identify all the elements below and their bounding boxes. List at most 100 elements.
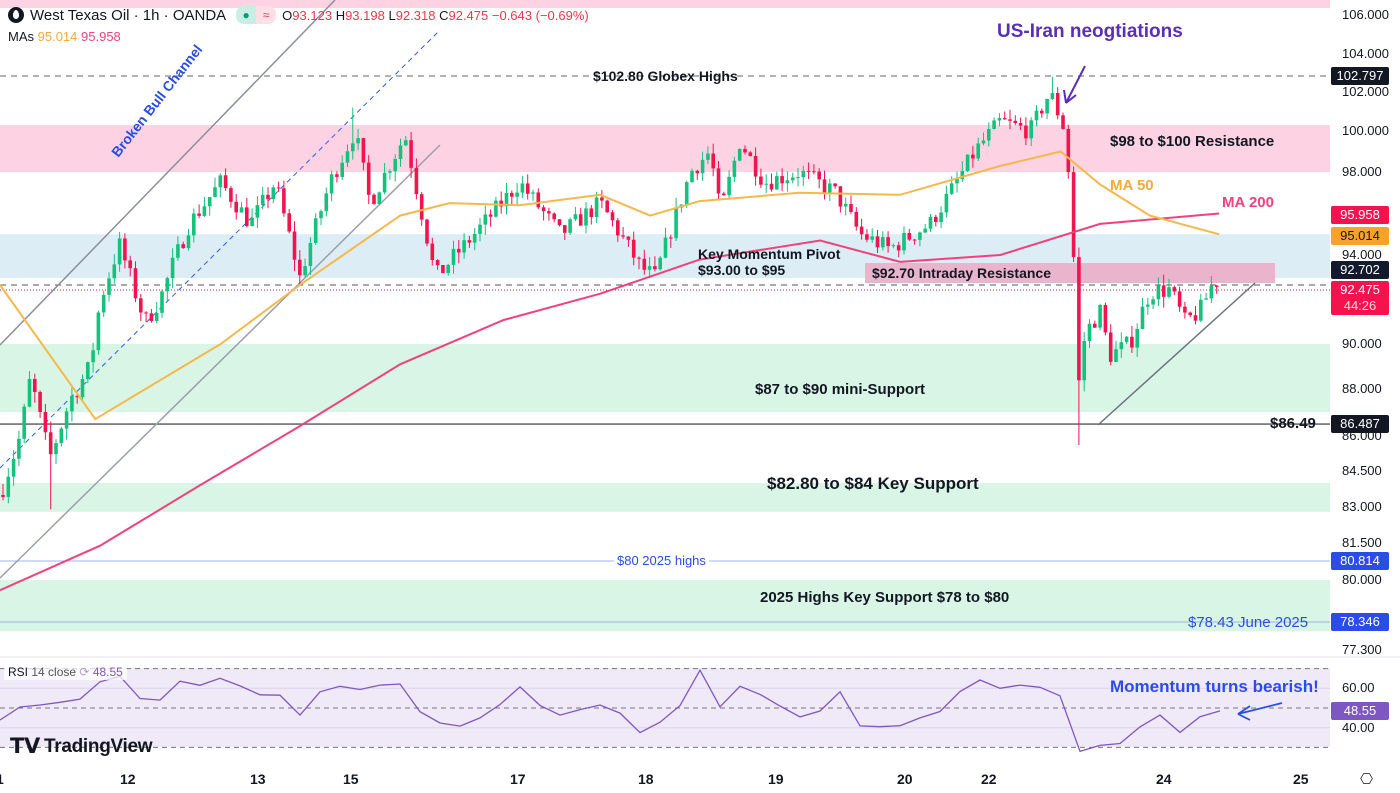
candle-body xyxy=(552,213,556,220)
time-tick: 15 xyxy=(343,771,359,787)
candle-body xyxy=(748,152,753,156)
ohlc-values: O93.123 H93.198 L92.318 C92.475 −0.643 (… xyxy=(282,7,589,23)
countdown-badge: 44:26 xyxy=(1331,297,1389,315)
candle-body xyxy=(631,239,636,258)
candle-body xyxy=(886,237,890,247)
candle-body xyxy=(292,231,297,260)
intraday-resistance-label: $92.70 Intraday Resistance xyxy=(872,265,1051,281)
candle-body xyxy=(700,159,705,174)
us-iran-annotation: US-Iran neogtiations xyxy=(997,21,1183,42)
price-tick: 94.000 xyxy=(1342,247,1382,262)
time-tick: 17 xyxy=(510,771,526,787)
settings-icon[interactable]: ⎔ xyxy=(1360,771,1374,788)
candle-body xyxy=(1209,285,1214,299)
candle-body xyxy=(833,183,837,187)
candle-body xyxy=(854,211,859,227)
price-tick: 80.000 xyxy=(1342,572,1382,587)
candle-body xyxy=(992,120,996,130)
price-badge-ma200: 95.958 xyxy=(1331,206,1389,224)
candle-body xyxy=(1050,93,1055,100)
price-badge-intraday: 92.702 xyxy=(1331,261,1389,279)
candle-body xyxy=(658,257,662,270)
candle-body xyxy=(245,207,249,227)
candle-body xyxy=(674,207,678,239)
candle-body xyxy=(298,259,302,276)
resistance-label: $98 to $100 Resistance xyxy=(1110,133,1275,150)
rsi-legend[interactable]: RSI 14 close ⟳ 48.55 xyxy=(4,664,127,680)
channel-lower-line xyxy=(0,144,441,579)
candle-body xyxy=(1082,341,1086,381)
intraday-resistance-box xyxy=(865,263,1275,283)
candle-body xyxy=(1034,110,1039,121)
candle-body xyxy=(928,216,933,229)
candle-body xyxy=(6,476,11,497)
candle-body xyxy=(907,232,912,240)
candle-body xyxy=(48,432,53,455)
candle-body xyxy=(462,240,466,253)
candle-body xyxy=(96,312,101,351)
candle-body xyxy=(123,238,127,261)
price-tick: 106.000 xyxy=(1342,7,1389,22)
candle-body xyxy=(356,138,360,144)
candle-body xyxy=(987,129,991,141)
candle-body xyxy=(711,153,715,169)
candle-body xyxy=(1214,285,1219,287)
candle-body xyxy=(997,118,1002,121)
candle-body xyxy=(86,362,90,380)
candle-body xyxy=(822,179,827,193)
candle-body xyxy=(1188,312,1192,316)
candle-body xyxy=(944,193,949,213)
candle-body xyxy=(313,218,318,243)
ma-legend[interactable]: MAs 95.014 95.958 xyxy=(8,29,121,44)
time-tick: 20 xyxy=(897,771,913,787)
candle-body xyxy=(260,194,265,206)
candle-body xyxy=(133,268,138,299)
price-tick: 77.300 xyxy=(1342,642,1382,657)
candle-body xyxy=(1103,304,1108,333)
candle-body xyxy=(112,264,117,279)
candle-body xyxy=(600,197,604,201)
candle-body xyxy=(971,154,975,159)
candle-body xyxy=(520,183,525,193)
candle-body xyxy=(955,179,959,184)
candle-body xyxy=(1204,298,1208,300)
candle-body xyxy=(1066,128,1071,173)
symbol-title[interactable]: West Texas Oil · 1h · OANDA xyxy=(30,6,227,24)
symbol-header: West Texas Oil · 1h · OANDA ● ≈ O93.123 H… xyxy=(8,6,589,24)
candle-body xyxy=(525,183,530,194)
price-tick: 100.000 xyxy=(1342,123,1389,138)
price-tick: 102.000 xyxy=(1342,84,1389,99)
candle-body xyxy=(377,192,382,205)
delay-icon: ≈ xyxy=(256,6,277,24)
candle-body xyxy=(1156,285,1161,300)
candle-body xyxy=(435,260,440,266)
candle-body xyxy=(388,171,392,173)
price-tick: 81.500 xyxy=(1342,535,1382,550)
tradingview-logo: 𝗧𝗩 TradingView xyxy=(10,735,153,758)
candle-body xyxy=(578,214,583,226)
candle-body xyxy=(59,428,64,444)
candle-body xyxy=(1018,123,1023,126)
candle-body xyxy=(160,291,164,313)
candle-body xyxy=(1146,304,1150,307)
top-resistance-zone xyxy=(0,0,1330,8)
status-pill[interactable]: ● ≈ xyxy=(236,6,277,24)
candle-body xyxy=(1177,291,1182,307)
candle-body xyxy=(1008,119,1012,121)
candle-body xyxy=(891,245,896,247)
candle-body xyxy=(1119,342,1124,350)
candle-body xyxy=(515,192,519,197)
candle-body xyxy=(1183,306,1187,313)
highs-support-label: 2025 Highs Key Support $78 to $80 xyxy=(760,589,1010,606)
candle-body xyxy=(881,237,885,248)
price-badge-ma50: 95.014 xyxy=(1331,227,1389,245)
pivot-label-1: Key Momentum Pivot xyxy=(698,246,841,262)
refresh-icon: ⟳ xyxy=(79,665,90,679)
candle-body xyxy=(870,236,874,240)
candle-body xyxy=(1077,256,1081,381)
candle-body xyxy=(186,235,191,249)
candle-body xyxy=(1040,110,1044,114)
candle-body xyxy=(817,171,821,180)
candle-body xyxy=(1061,115,1065,129)
